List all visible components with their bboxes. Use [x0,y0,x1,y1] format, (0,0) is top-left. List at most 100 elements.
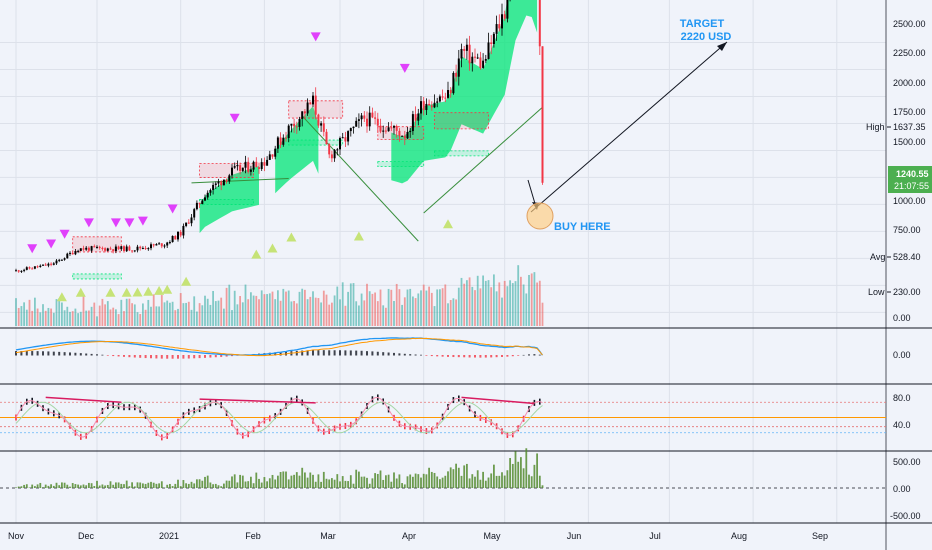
volume-bar [285,291,287,326]
oscillator-bar [187,483,190,488]
oscillator-bar [349,475,352,488]
oscillator-bar [239,474,241,488]
oscillator-bar [336,474,339,488]
macd-histogram-bar [74,352,77,356]
macd-histogram-bar [106,355,109,356]
macd-histogram-bar [457,355,460,358]
candle-body [266,159,269,166]
volume-bar [414,298,417,326]
candle-body [468,44,471,64]
oscillator-bar [25,484,28,488]
macd-histogram-bar [393,352,395,356]
candle-body [541,46,544,183]
oscillator-bar [509,458,511,488]
target-projection-line[interactable] [530,41,728,213]
oscillator-bar [449,467,452,488]
candle-body [344,137,347,142]
oscillator-bar [447,471,449,488]
candle-body [452,72,455,94]
oscillator-bar [306,477,309,488]
macd-histogram-bar [274,352,277,356]
volume-bar [69,311,71,326]
oscillator-bar [479,479,482,488]
macd-histogram-bar [522,354,525,356]
volume-bar [106,301,109,326]
macd-histogram-bar [398,353,401,356]
volume-bar [88,310,90,326]
oscillator-bar [444,475,447,488]
volume-bar [112,307,115,326]
volume-bar [63,310,66,326]
volume-bar [31,310,34,326]
candle-body [293,123,296,127]
oscillator-bar [196,479,198,488]
price-tick-label: 2000.00 [893,78,926,88]
macd-histogram-bar [317,350,320,356]
candle-body [352,126,355,129]
volume-bar [306,299,309,326]
oscillator-bar [158,483,160,488]
oscillator-bar [112,484,115,488]
price-tick-label: 2500.00 [893,19,926,29]
candle-body [390,127,393,129]
volume-bar [536,282,538,326]
oscillator-bar [498,475,501,488]
candle-body [60,259,63,261]
volume-bar [398,289,401,326]
sell-signal-arrow [310,32,321,42]
candle-body [249,169,252,172]
rsi-pane [0,394,886,441]
volume-bar [436,289,439,326]
volume-bar [223,308,225,326]
candle-body [357,119,360,121]
oscillator-bar [511,463,514,488]
volume-bar [255,295,258,326]
macd-histogram-bar [339,350,341,356]
candle-body [112,249,115,252]
macd-histogram-bar [133,355,136,358]
oscillator-bar [255,472,258,488]
candle-body [163,245,166,247]
oscillator-bar [495,475,498,488]
volume-bar [174,310,177,326]
volume-bar [460,277,463,326]
candle-body [398,130,401,137]
time-axis[interactable]: Nov Dec 2021 Feb Mar Apr May Jun Jul Aug… [8,531,828,541]
candle-body [55,260,58,264]
oscillator-bar [142,483,144,488]
volume-bar [55,299,58,326]
volume-bar [77,313,79,326]
candle-body [214,183,217,185]
candle-body [106,248,109,251]
oscillator-bar [320,481,322,488]
macd-histogram-bar [306,350,309,356]
oscillator-bar [395,478,398,488]
volume-bar [447,303,449,326]
current-price: 1240.55 [896,169,929,179]
candle-body [379,125,382,132]
volume-bar [425,290,428,326]
candle-body [366,118,368,127]
volume-bar [439,289,441,326]
volume-bar [452,298,455,326]
candle-body [90,246,93,251]
candle-body [247,161,250,172]
price-axis[interactable]: 2500.00 2250.00 2000.00 1750.00 1500.00 … [866,19,932,521]
candle-body [39,265,42,268]
candle-body [25,267,28,270]
sell-signal-arrow [110,218,121,228]
buy-zone-circle[interactable] [526,202,554,230]
candle-body [133,250,136,252]
oscillator-bar [58,485,61,488]
oscillator-bar [128,486,131,488]
volume-bar [420,290,422,326]
volume-bar [379,289,382,326]
oscillator-bar [247,481,250,488]
oscillator-bar [414,473,417,488]
volume-bar [541,302,544,326]
candle-body [201,200,204,204]
volume-bar [239,296,241,326]
candle-body [425,103,428,111]
volume-bar [115,309,117,326]
